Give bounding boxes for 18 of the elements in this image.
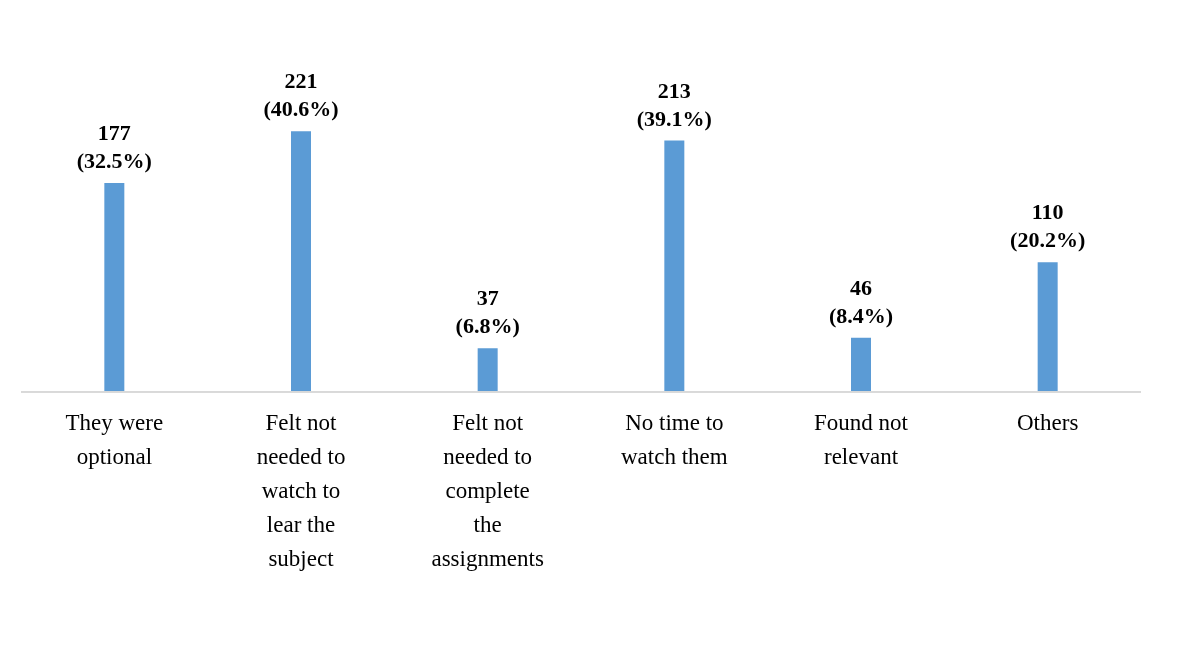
x-tick-label: They were optional (65, 410, 164, 469)
bar (664, 140, 685, 392)
bar (477, 348, 498, 392)
bar (1037, 262, 1058, 392)
data-label: 177 (32.5%) (76, 120, 152, 174)
data-label: 46 (8.4%) (828, 274, 894, 328)
data-label: 221 (40.6%) (263, 68, 339, 122)
x-tick-label: Felt not needed to complete the assignments (431, 410, 544, 571)
bar (291, 131, 311, 392)
x-tick-label: No time to watch them (621, 410, 728, 469)
x-tick-label: Others (1017, 410, 1079, 435)
bar (851, 337, 871, 392)
data-label: 213 (39.1%) (636, 77, 712, 131)
x-tick-label: Felt not needed to watch to lear the subject (256, 410, 346, 571)
bar (104, 183, 125, 392)
x-tick-label: Found not relevant (814, 410, 909, 469)
data-label: 110 (20.2%) (1010, 199, 1086, 253)
data-label: 37 (6.8%) (455, 285, 520, 339)
